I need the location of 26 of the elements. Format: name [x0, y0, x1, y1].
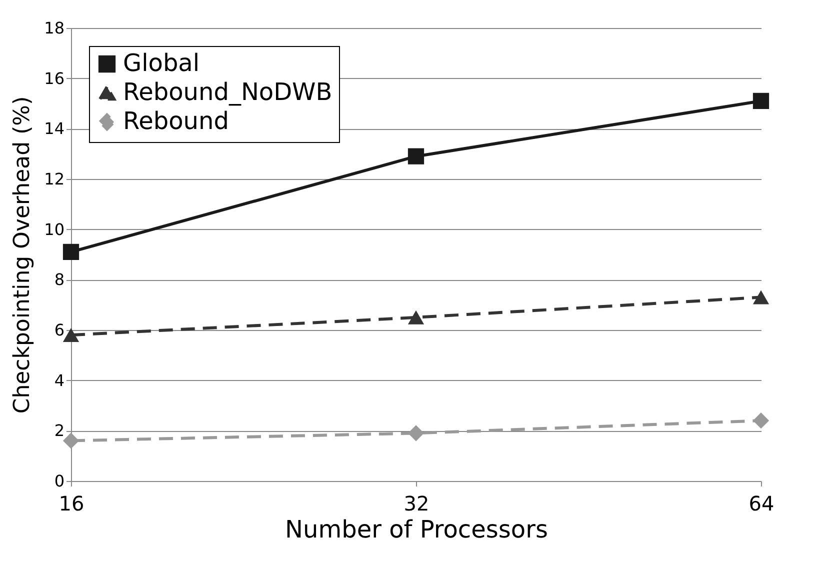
- point: [408, 425, 424, 442]
- point: [62, 432, 80, 449]
- y-tick-label: 8: [54, 270, 64, 290]
- point: [752, 412, 770, 429]
- point: [408, 148, 424, 164]
- x-tick-label: 32: [404, 492, 430, 516]
- y-tick-label: 4: [54, 370, 64, 390]
- point: [752, 92, 770, 110]
- legend-label: Global: [123, 49, 200, 77]
- legend-label: Rebound: [123, 107, 229, 135]
- y-tick-label: 12: [44, 170, 64, 188]
- y-tick-label: 18: [44, 18, 64, 38]
- point: [62, 328, 80, 342]
- x-axis-title: Number of Processors: [285, 516, 548, 544]
- y-tick-label: 2: [54, 421, 64, 440]
- point: [752, 290, 770, 304]
- legend-label: Rebound_NoDWB: [123, 78, 332, 106]
- y-axis-title: Checkpointing Overhead (%): [10, 96, 36, 414]
- y-tick-label: 14: [44, 119, 64, 138]
- point: [408, 310, 424, 324]
- point: [62, 244, 80, 260]
- y-tick-label: 16: [44, 68, 64, 88]
- x-tick-label: 64: [748, 492, 774, 516]
- y-tick-label: 6: [54, 320, 64, 340]
- y-tick-label: 10: [44, 220, 64, 239]
- y-tick-label: 0: [54, 472, 64, 490]
